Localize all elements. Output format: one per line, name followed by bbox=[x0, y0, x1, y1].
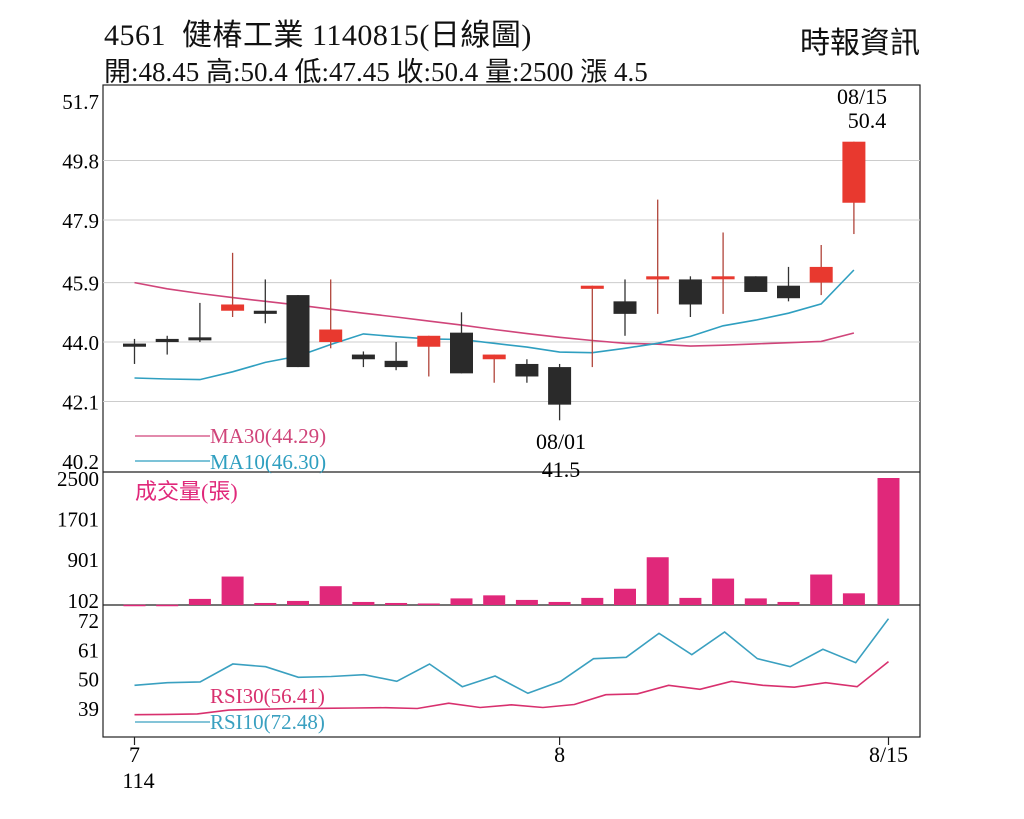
volume-bar bbox=[417, 603, 440, 605]
candle-body bbox=[351, 354, 375, 360]
annotation-high-date: 08/15 bbox=[837, 84, 887, 109]
candle-body bbox=[384, 360, 408, 368]
volume-bar bbox=[614, 588, 636, 605]
volume-bar bbox=[877, 478, 900, 605]
volume-bar bbox=[646, 557, 669, 605]
candle-body bbox=[155, 338, 179, 343]
volume-title: 成交量(張) bbox=[135, 479, 238, 504]
candle-body bbox=[482, 354, 506, 360]
rsi-tick-label: 61 bbox=[78, 638, 99, 662]
candle-body bbox=[777, 285, 800, 299]
candle-body bbox=[286, 295, 310, 368]
volume-tick-label: 901 bbox=[68, 548, 100, 572]
ohlc-summary: 開:48.45 高:50.4 低:47.45 收:50.4 量:2500 漲 4… bbox=[104, 57, 648, 87]
candle-body bbox=[123, 343, 146, 347]
candle-body bbox=[319, 329, 343, 343]
candle-body bbox=[646, 276, 670, 280]
volume-bar bbox=[515, 599, 538, 605]
rsi-tick-label: 39 bbox=[78, 697, 99, 721]
ma10-line bbox=[134, 269, 855, 381]
volume-bar bbox=[712, 578, 735, 605]
candle-body bbox=[188, 337, 212, 341]
candle-body bbox=[221, 304, 245, 311]
candle-body bbox=[744, 276, 768, 292]
volume-bar bbox=[679, 597, 702, 605]
x-tick-sublabel: 114 bbox=[122, 768, 154, 793]
volume-bar bbox=[450, 598, 473, 605]
brand-label: 時報資訊 bbox=[800, 27, 920, 60]
volume-tick-label: 102 bbox=[68, 589, 100, 613]
x-tick-label: 7 bbox=[129, 742, 140, 767]
volume-tick-label: 2500 bbox=[57, 467, 99, 491]
volume-bar bbox=[188, 598, 211, 605]
legend-ma30: MA30(44.29) bbox=[210, 424, 326, 448]
stock-code: 4561 bbox=[104, 19, 166, 52]
chart-title: 4561 健椿工業 1140815(日線圖) bbox=[104, 10, 532, 54]
volume-bar bbox=[352, 601, 375, 605]
legend-ma10: MA10(46.30) bbox=[210, 450, 326, 474]
volume-bar bbox=[319, 586, 342, 605]
volume-bar bbox=[842, 593, 865, 605]
candle-body bbox=[515, 363, 539, 377]
volume-bar bbox=[287, 600, 309, 605]
candle-body bbox=[253, 310, 277, 314]
volume-bar bbox=[221, 576, 244, 605]
rsi30-line bbox=[134, 660, 889, 716]
candle-body bbox=[450, 332, 473, 374]
candle-body bbox=[613, 301, 637, 314]
volume-bar bbox=[385, 602, 408, 605]
volume-bar bbox=[156, 604, 179, 607]
date-label: 1140815(日線圖) bbox=[312, 19, 532, 52]
volume-bar bbox=[744, 598, 767, 605]
price-tick-label: 40.2 bbox=[62, 450, 99, 474]
candle-body bbox=[842, 141, 866, 203]
rsi10-line bbox=[134, 618, 890, 695]
candle-body bbox=[711, 276, 735, 280]
volume-bar bbox=[581, 597, 604, 605]
volume-bar bbox=[548, 601, 571, 605]
rsi-tick-label: 72 bbox=[78, 609, 99, 633]
price-tick-label: 45.9 bbox=[62, 272, 99, 296]
candle-body bbox=[678, 279, 702, 305]
price-tick-label: 49.8 bbox=[62, 149, 99, 173]
price-tick-label: 42.1 bbox=[62, 391, 99, 415]
annotation-low-date: 08/01 bbox=[536, 429, 586, 454]
candle-body bbox=[417, 335, 441, 347]
price-tick-label: 51.7 bbox=[62, 90, 99, 114]
volume-bar bbox=[777, 601, 800, 605]
rsi-tick-label: 50 bbox=[78, 668, 99, 692]
plot-frame bbox=[102, 84, 921, 738]
x-tick-label: 8/15 bbox=[869, 742, 908, 767]
volume-bar bbox=[810, 574, 833, 605]
ma30-line bbox=[134, 281, 855, 347]
legend-rsi10: RSI10(72.48) bbox=[210, 710, 325, 734]
legend-rsi30: RSI30(56.41) bbox=[210, 684, 325, 708]
candle-body bbox=[580, 285, 604, 289]
candle-body bbox=[548, 367, 572, 405]
price-tick-label: 47.9 bbox=[62, 209, 99, 233]
price-tick-label: 44.0 bbox=[62, 331, 99, 355]
candle-body bbox=[809, 266, 833, 283]
annotation-high-value: 50.4 bbox=[848, 108, 887, 133]
x-tick-label: 8 bbox=[554, 742, 565, 767]
volume-tick-label: 1701 bbox=[57, 508, 99, 532]
stock-name: 健椿工業 bbox=[182, 19, 304, 52]
volume-bar bbox=[123, 604, 146, 607]
annotation-low-value: 41.5 bbox=[542, 457, 581, 482]
volume-bar bbox=[483, 595, 506, 605]
volume-bar bbox=[254, 602, 277, 605]
